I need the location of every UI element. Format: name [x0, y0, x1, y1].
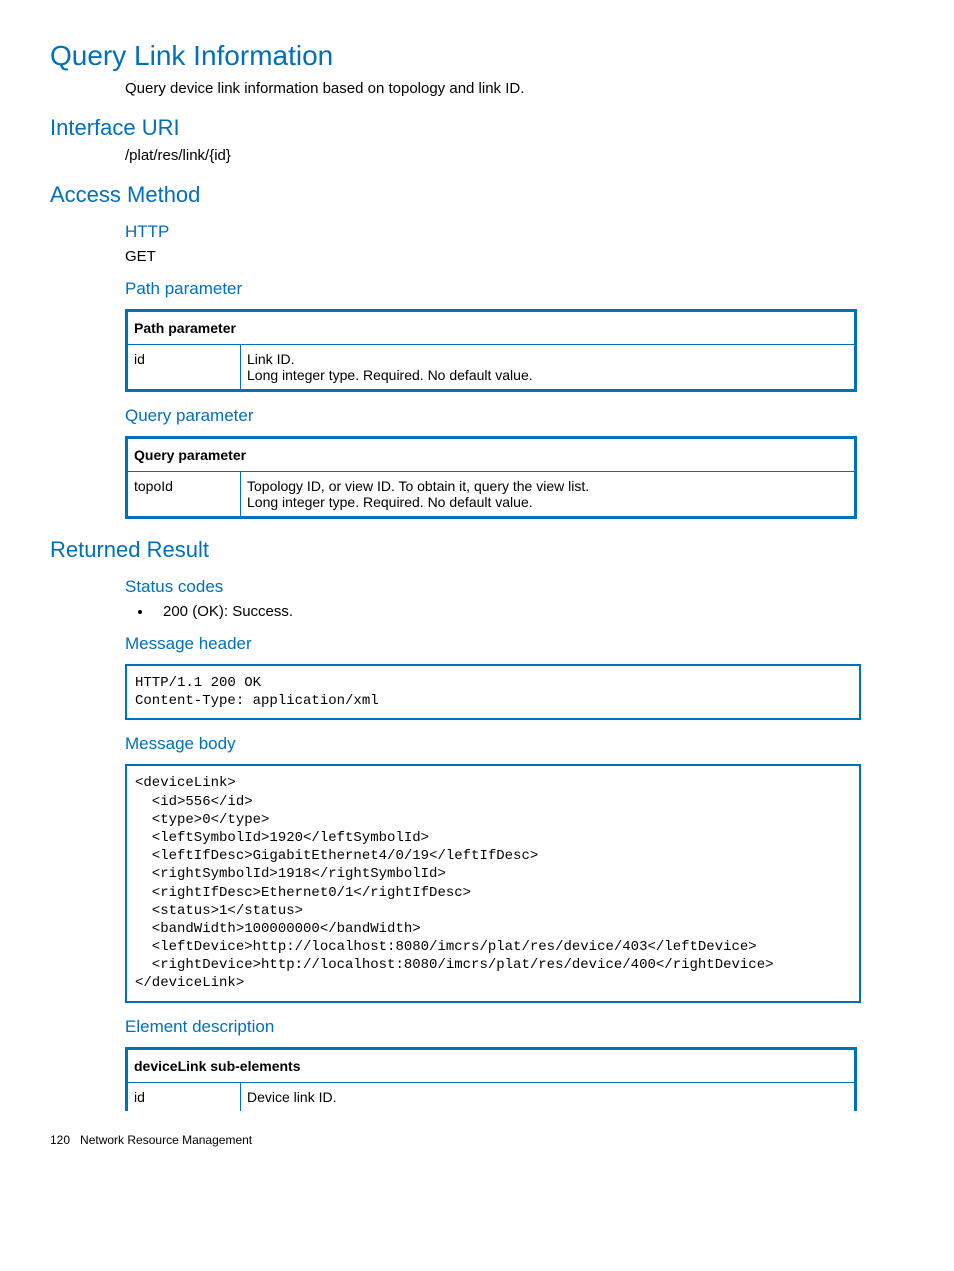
message-body-heading: Message body [125, 734, 904, 754]
message-body-code: <deviceLink> <id>556</id> <type>0</type>… [125, 764, 861, 1002]
param-desc: Topology ID, or view ID. To obtain it, q… [241, 472, 856, 518]
status-codes-list: 200 (OK): Success. [125, 603, 904, 620]
param-name: id [127, 345, 241, 391]
element-description-heading: Element description [125, 1017, 904, 1037]
table-row: topoId Topology ID, or view ID. To obtai… [127, 472, 856, 518]
status-codes-heading: Status codes [125, 577, 904, 597]
path-parameter-table: Path parameter id Link ID. Long integer … [125, 309, 857, 392]
status-code-item: 200 (OK): Success. [153, 603, 904, 620]
message-header-heading: Message header [125, 634, 904, 654]
table-header: deviceLink sub-elements [127, 1048, 856, 1082]
access-method-heading: Access Method [50, 182, 904, 208]
element-description-table: deviceLink sub-elements id Device link I… [125, 1047, 857, 1111]
page-title: Query Link Information [50, 40, 904, 72]
table-row: id Device link ID. [127, 1082, 856, 1111]
table-header: Query parameter [127, 438, 856, 472]
page-number: 120 [50, 1133, 70, 1147]
param-name: topoId [127, 472, 241, 518]
interface-uri-value: /plat/res/link/{id} [125, 147, 904, 164]
interface-uri-heading: Interface URI [50, 115, 904, 141]
page-footer: 120 Network Resource Management [50, 1133, 904, 1147]
intro-text: Query device link information based on t… [125, 80, 904, 97]
path-parameter-heading: Path parameter [125, 279, 904, 299]
http-heading: HTTP [125, 222, 904, 242]
query-parameter-table: Query parameter topoId Topology ID, or v… [125, 436, 857, 519]
elem-name: id [127, 1082, 241, 1111]
http-method: GET [125, 248, 904, 265]
table-header: Path parameter [127, 311, 856, 345]
returned-result-heading: Returned Result [50, 537, 904, 563]
footer-section: Network Resource Management [80, 1133, 252, 1147]
query-parameter-heading: Query parameter [125, 406, 904, 426]
param-desc: Link ID. Long integer type. Required. No… [241, 345, 856, 391]
message-header-code: HTTP/1.1 200 OK Content-Type: applicatio… [125, 664, 861, 720]
table-row: id Link ID. Long integer type. Required.… [127, 345, 856, 391]
elem-desc: Device link ID. [241, 1082, 856, 1111]
